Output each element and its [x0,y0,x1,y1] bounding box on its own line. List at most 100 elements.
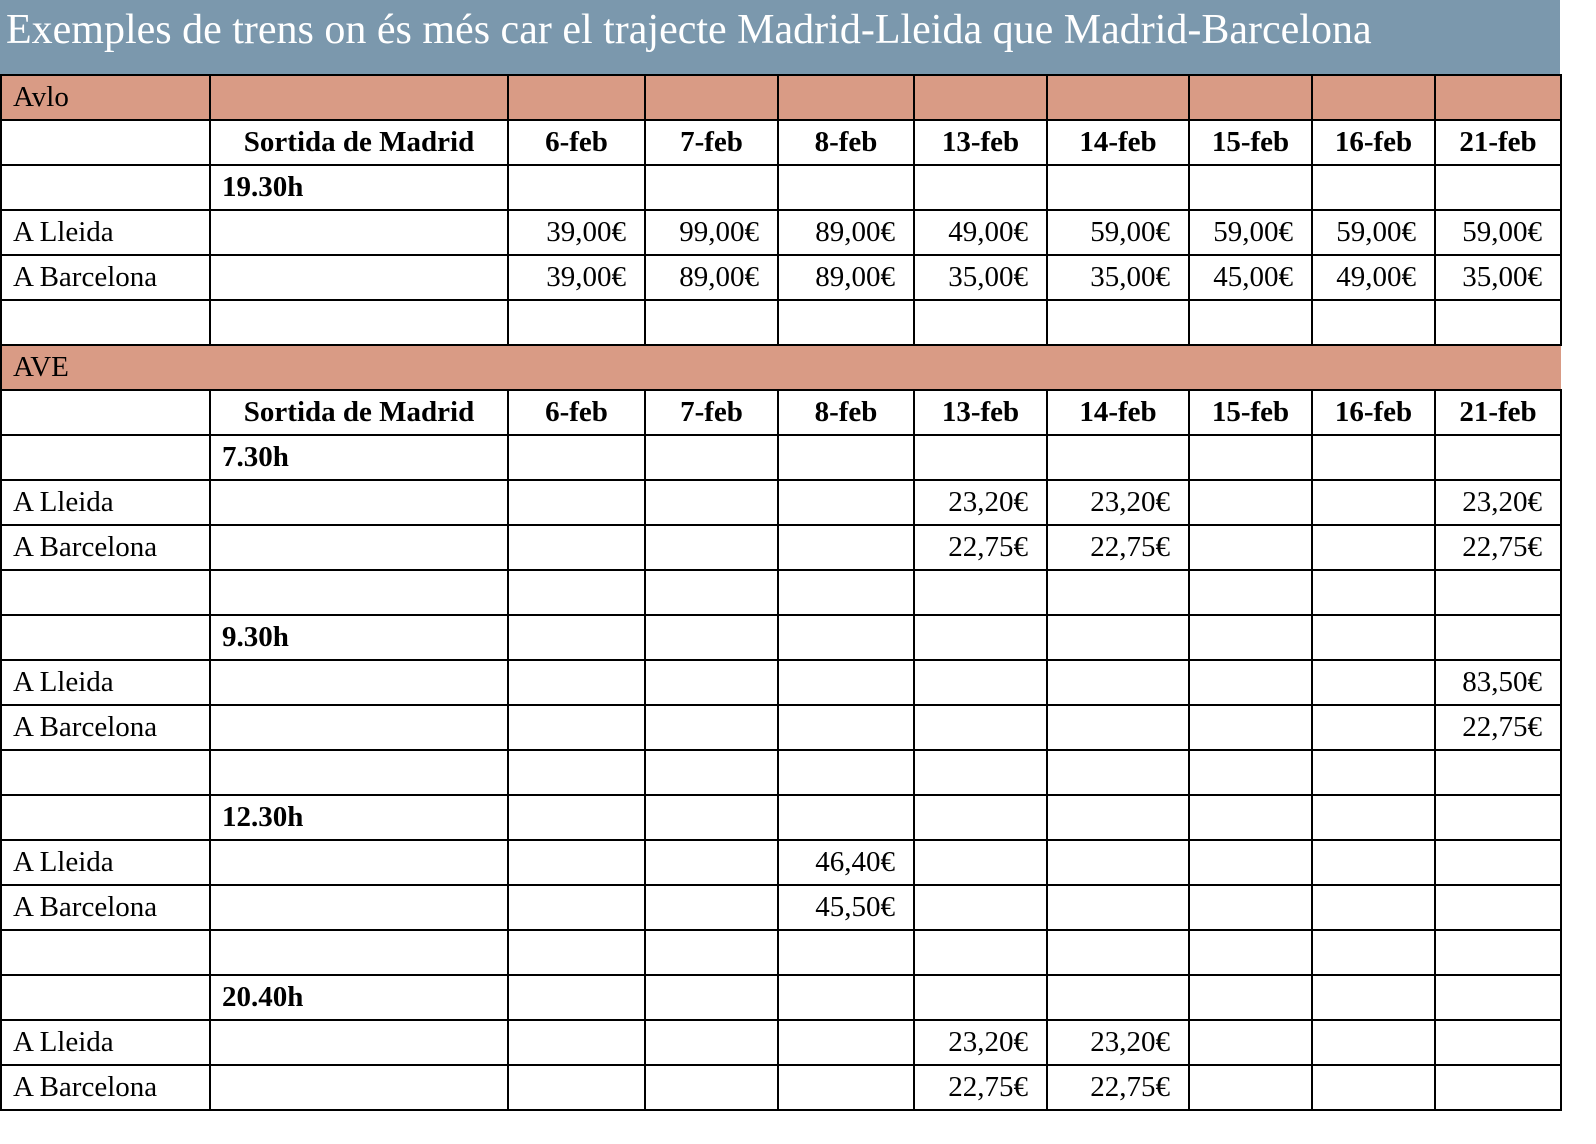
empty-cell [644,794,779,841]
empty-cell [1046,974,1190,1021]
price-cell: 22,75€ [913,1064,1048,1111]
empty-cell [777,974,915,1021]
empty-cell [1188,749,1313,796]
price-cell: 89,00€ [777,254,915,301]
departure-time-row: 19.30h [0,164,1562,211]
price-cell: 23,20€ [1046,1019,1190,1066]
empty-cell [777,929,915,976]
empty-cell [1046,299,1190,346]
price-cell: 89,00€ [644,254,779,301]
empty-cell [777,749,915,796]
empty-cell [0,614,211,661]
price-cell: 39,00€ [507,254,646,301]
price-cell: 49,00€ [913,209,1048,256]
empty-cell [913,929,1048,976]
empty-cell [209,704,509,751]
destination-label: A Lleida [0,479,211,526]
empty-cell [1311,569,1436,616]
section-cell [209,74,509,121]
price-cell [777,1064,915,1111]
header-empty-cell [0,389,211,436]
empty-cell [1311,749,1436,796]
section-label-avlo: Avlo [0,74,211,121]
price-cell: 23,20€ [1434,479,1562,526]
price-cell: 39,00€ [507,209,646,256]
empty-cell [209,659,509,706]
date-header: 14-feb [1046,389,1190,436]
price-cell [507,479,646,526]
price-cell: 23,20€ [913,1019,1048,1066]
destination-label: A Lleida [0,839,211,886]
empty-cell [209,524,509,571]
section-avlo: Avlo [0,74,1562,121]
empty-cell [209,299,509,346]
avlo-header-row: Sortida de Madrid 6-feb 7-feb 8-feb 13-feb 14… [0,119,1562,166]
empty-cell [209,569,509,616]
price-cell [1311,1019,1436,1066]
empty-cell [913,434,1048,481]
empty-cell [1311,299,1436,346]
empty-cell [777,164,915,211]
empty-cell [644,434,779,481]
empty-cell [1311,434,1436,481]
empty-cell [644,749,779,796]
empty-cell [1311,614,1436,661]
empty-cell [507,929,646,976]
date-header: 7-feb [644,119,779,166]
price-cell [1311,884,1436,931]
price-cell [1311,1064,1436,1111]
empty-cell [1434,929,1562,976]
section-label-ave: AVE [0,344,1561,391]
empty-cell [1188,794,1313,841]
date-header: 21-feb [1434,119,1562,166]
price-cell [1188,1019,1313,1066]
price-cell [777,524,915,571]
price-cell: 45,00€ [1188,254,1313,301]
empty-cell [777,794,915,841]
empty-cell [1311,164,1436,211]
price-cell [1434,1019,1562,1066]
empty-cell [1188,974,1313,1021]
price-cell [1311,524,1436,571]
section-cell [1046,74,1190,121]
price-cell [1046,839,1190,886]
empty-cell [209,1064,509,1111]
price-cell [1188,659,1313,706]
destination-label: A Lleida [0,1019,211,1066]
empty-cell [507,749,646,796]
empty-cell [507,434,646,481]
price-cell [1046,704,1190,751]
empty-cell [507,974,646,1021]
empty-cell [1434,749,1562,796]
empty-cell [0,749,211,796]
price-cell [507,1064,646,1111]
departure-time: 7.30h [209,434,509,481]
section-cell [1311,74,1436,121]
price-cell [777,704,915,751]
empty-cell [1434,164,1562,211]
departure-header: Sortida de Madrid [209,389,509,436]
destination-row-barcelona: A Barcelona 22,75€ [0,704,1562,751]
empty-cell [209,884,509,931]
price-cell: 59,00€ [1434,209,1562,256]
price-cell [913,659,1048,706]
price-cell [644,1064,779,1111]
blank-row [0,299,1562,346]
empty-cell [1311,974,1436,1021]
blank-row [0,929,1562,976]
price-cell [777,659,915,706]
destination-row-lleida: A Lleida 46,40€ [0,839,1562,886]
price-cell [507,884,646,931]
empty-cell [777,569,915,616]
price-cell: 59,00€ [1046,209,1190,256]
price-cell: 22,75€ [1046,524,1190,571]
price-cell [1188,1064,1313,1111]
empty-cell [1188,434,1313,481]
price-cell: 59,00€ [1311,209,1436,256]
section-cell [1434,74,1562,121]
destination-label: A Barcelona [0,884,211,931]
price-cell [777,479,915,526]
destination-row-barcelona: A Barcelona 45,50€ [0,884,1562,931]
price-cell [507,659,646,706]
destination-row-barcelona: A Barcelona 22,75€ 22,75€ [0,1064,1562,1111]
